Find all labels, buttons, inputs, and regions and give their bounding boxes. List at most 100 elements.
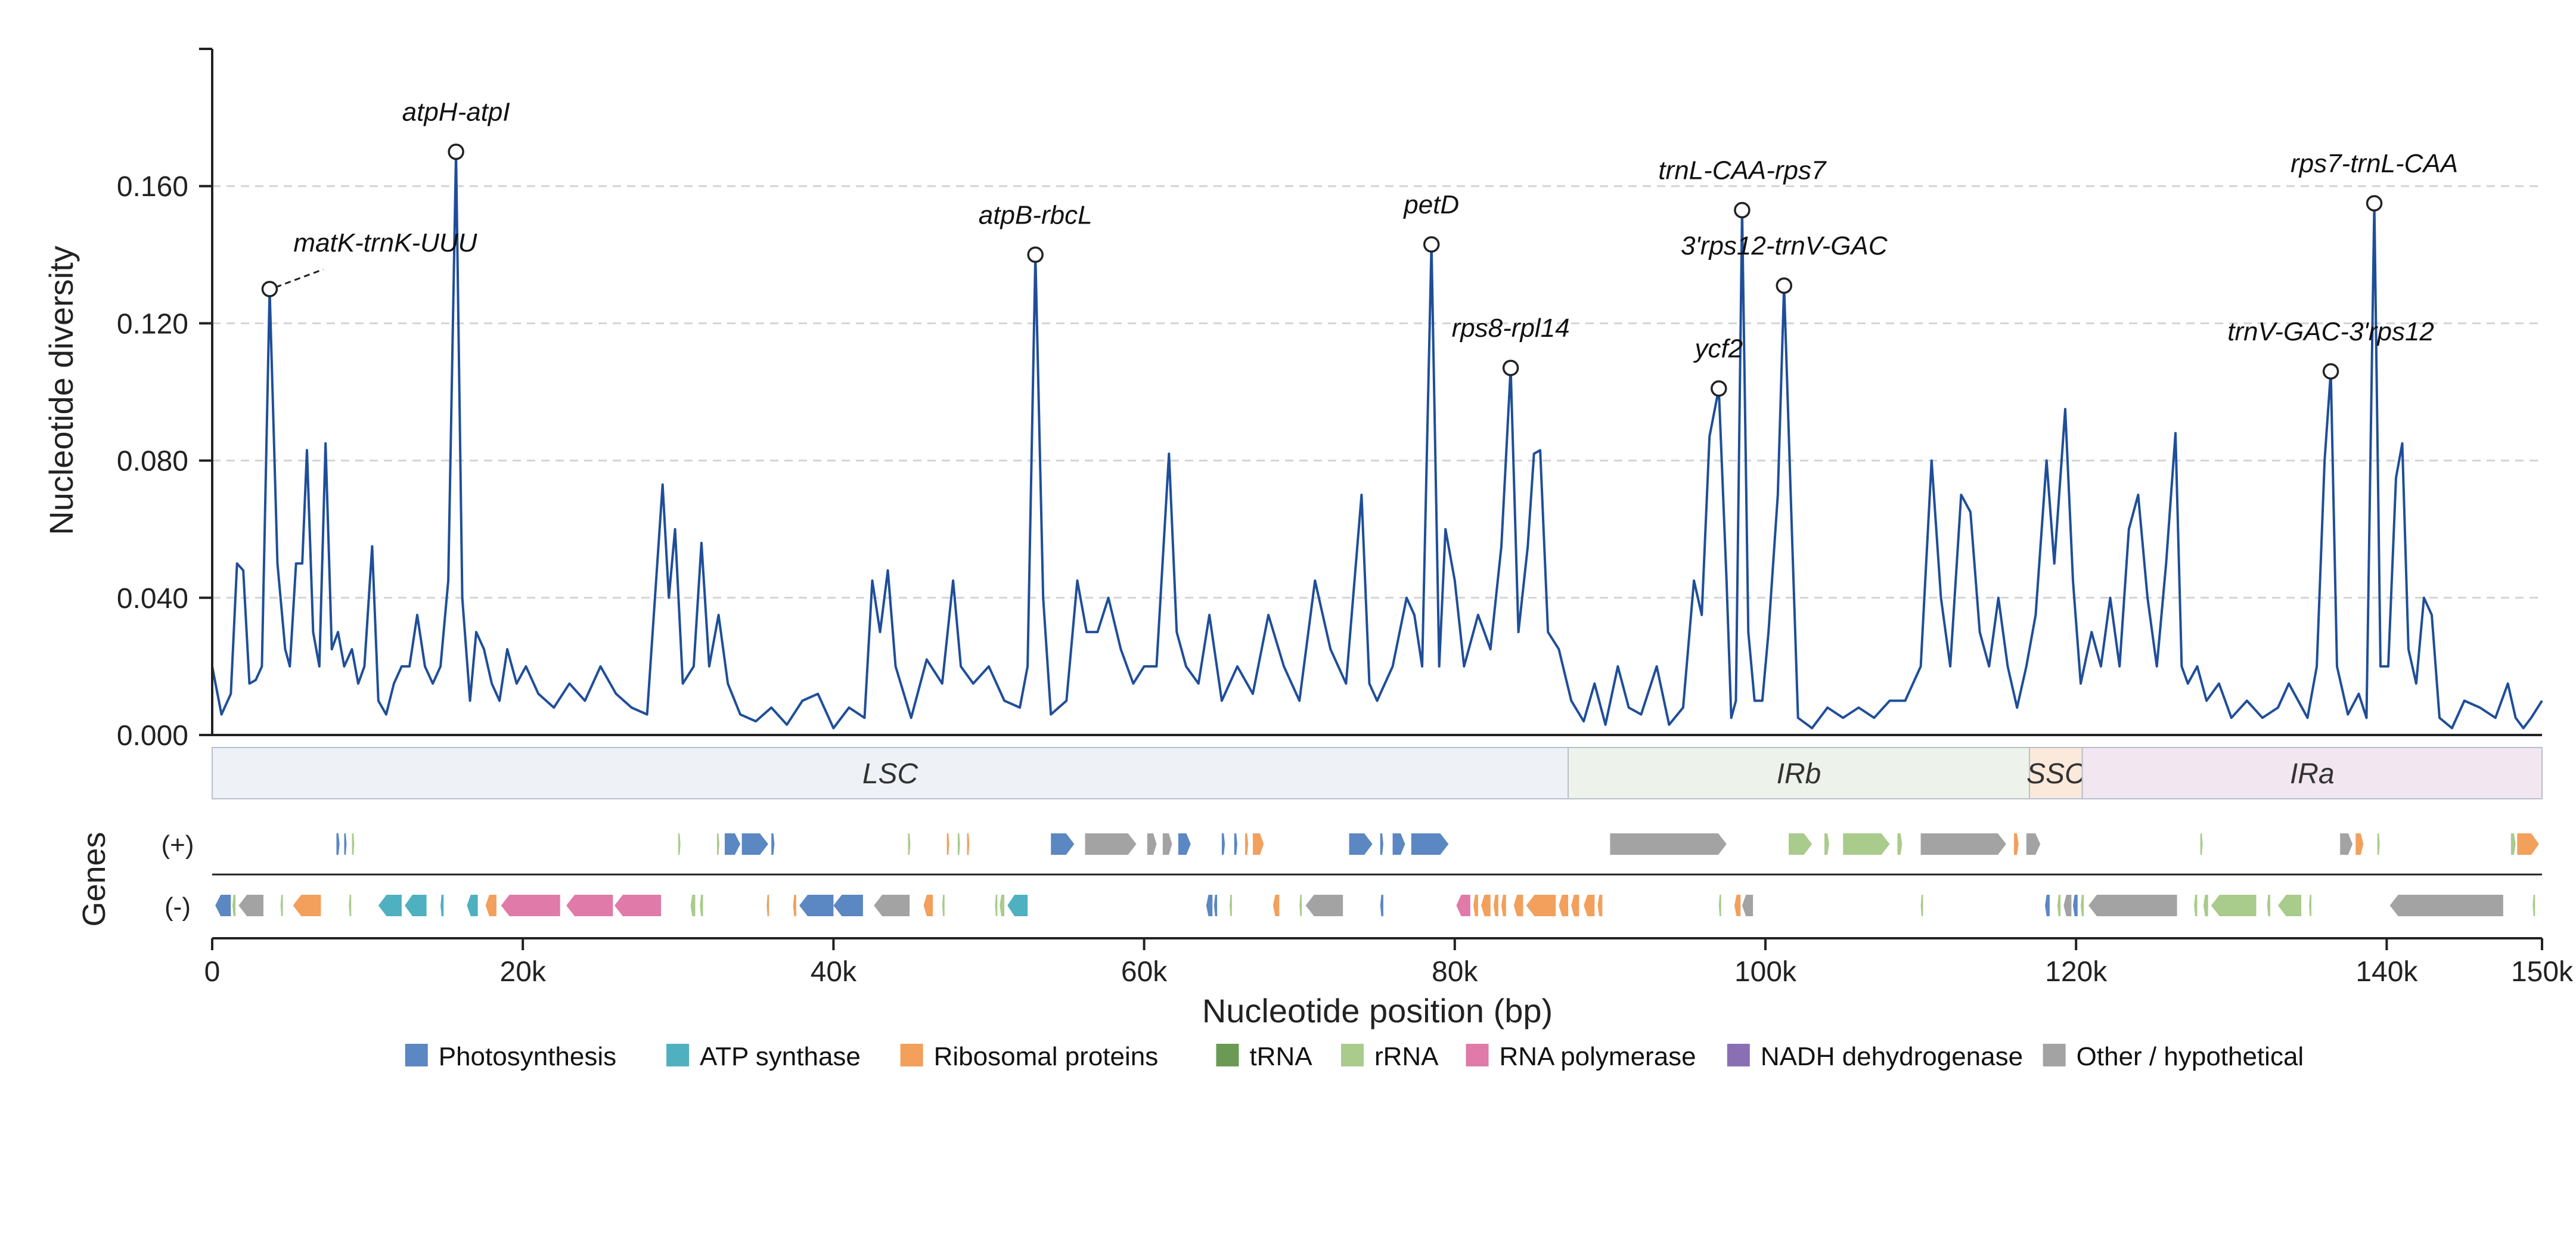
gene-block: [2309, 895, 2312, 916]
legend-swatch: [2043, 1044, 2066, 1066]
x-tick-label: 20k: [500, 956, 547, 988]
gene-block: [440, 895, 444, 916]
gene-block: [1253, 833, 1264, 855]
gene-block: [741, 833, 768, 855]
gene-block: [352, 833, 355, 855]
gene-block: [2045, 895, 2050, 916]
peak-marker: [1027, 246, 1044, 263]
gene-block: [700, 895, 703, 916]
gene-block: [793, 895, 796, 916]
gene-block: [293, 895, 321, 916]
gene-block: [1734, 895, 1741, 916]
gene-block: [1380, 833, 1383, 855]
x-tick-label: 120k: [2045, 956, 2108, 988]
y-axis-label: Nucleotide diversity: [42, 246, 80, 535]
gene-block: [215, 895, 231, 916]
gene-block: [1206, 895, 1213, 916]
gene-block: [485, 895, 496, 916]
gene-block: [1559, 895, 1569, 916]
gene-block: [2072, 895, 2078, 916]
gene-block: [1147, 833, 1157, 855]
peak-marker: [1734, 201, 1751, 219]
region-label: SSC: [2026, 758, 2085, 790]
gene-block: [501, 895, 560, 916]
gene-block: [967, 833, 970, 855]
diversity-line: [211, 150, 2543, 730]
gene-block: [724, 833, 741, 855]
peak-marker: [261, 281, 278, 297]
x-tick-label: 140k: [2355, 956, 2418, 988]
gene-block: [2389, 895, 2503, 916]
peak-marker: [2322, 363, 2339, 380]
region-layer: LSC IRb SSC IRa: [212, 747, 2543, 799]
gene-block: [1392, 833, 1405, 855]
legend-swatch: [666, 1044, 690, 1066]
region-label: LSC: [862, 758, 918, 790]
gene-block: [2532, 895, 2535, 916]
gene-block: [1456, 895, 1470, 916]
gene-block: [336, 833, 340, 855]
gene-block: [1051, 833, 1075, 855]
gene-block: [946, 833, 949, 855]
legend-label: Ribosomal proteins: [934, 1042, 1159, 1071]
gene-block: [1897, 833, 1902, 855]
peak-marker: [1711, 380, 1727, 397]
peak-marker: [448, 143, 464, 160]
peak-label: trnL-CAA-rps7: [1658, 156, 1827, 185]
gene-block: [1597, 895, 1603, 916]
gene-block: [2377, 833, 2380, 855]
peak-label: matK-trnK-UUU: [293, 228, 477, 258]
gene-block: [1473, 895, 1478, 916]
peak-marker: [1502, 359, 1519, 376]
gene-block: [1244, 833, 1249, 855]
gene-block: [1380, 895, 1383, 916]
x-tick-label: 100k: [1734, 956, 1797, 988]
strand-label-minus: (-): [165, 892, 191, 922]
gene-block: [405, 895, 427, 916]
gene-block: [467, 895, 478, 916]
legend-label: Other / hypothetical: [2077, 1042, 2304, 1071]
gene-block: [238, 895, 263, 916]
peak-label: trnV-GAC-3'rps12: [2227, 317, 2434, 346]
gene-block: [1718, 895, 1721, 916]
gene-block: [280, 895, 283, 916]
peak-label: 3'rps12-trnV-GAC: [1681, 231, 1888, 260]
legend-label: ATP synthase: [700, 1042, 861, 1071]
region-irb: [1568, 747, 2031, 799]
genes-label: Genes: [76, 832, 112, 926]
gene-block: [957, 833, 960, 855]
gene-block: [1742, 895, 1753, 916]
gene-block: [1305, 895, 1343, 916]
gene-block: [1221, 833, 1225, 855]
gene-block: [1213, 895, 1218, 916]
region-label: IRb: [1777, 758, 1821, 790]
gene-block: [1229, 895, 1232, 916]
peak-marker: [1423, 236, 1440, 253]
x-tick-label: 0: [204, 956, 221, 988]
gene-block: [908, 833, 911, 855]
gene-block: [1085, 833, 1137, 855]
gene-block: [2088, 895, 2177, 916]
peak-label: rps7-trnL-CAA: [2291, 149, 2458, 178]
x-tick-label: 40k: [811, 956, 857, 988]
gene-block: [995, 895, 998, 916]
gene-block: [923, 895, 933, 916]
region-lsc: [212, 747, 1569, 799]
strand-label-plus: (+): [162, 830, 194, 860]
gene-block: [1299, 895, 1302, 916]
gene-block: [1571, 895, 1579, 916]
region-label: IRa: [2290, 758, 2335, 790]
gene-block: [1234, 833, 1237, 855]
gene-block: [2013, 833, 2019, 855]
gene-block: [1000, 895, 1005, 916]
grid-layer: [212, 185, 2542, 599]
gene-block: [1273, 895, 1280, 916]
gene-block: [232, 895, 236, 916]
legend-swatch: [1216, 1044, 1239, 1066]
gene-block: [1584, 895, 1595, 916]
y-tick-label: 0.080: [117, 446, 188, 477]
gene-block: [2063, 895, 2072, 916]
legend-swatch: [1727, 1044, 1750, 1066]
